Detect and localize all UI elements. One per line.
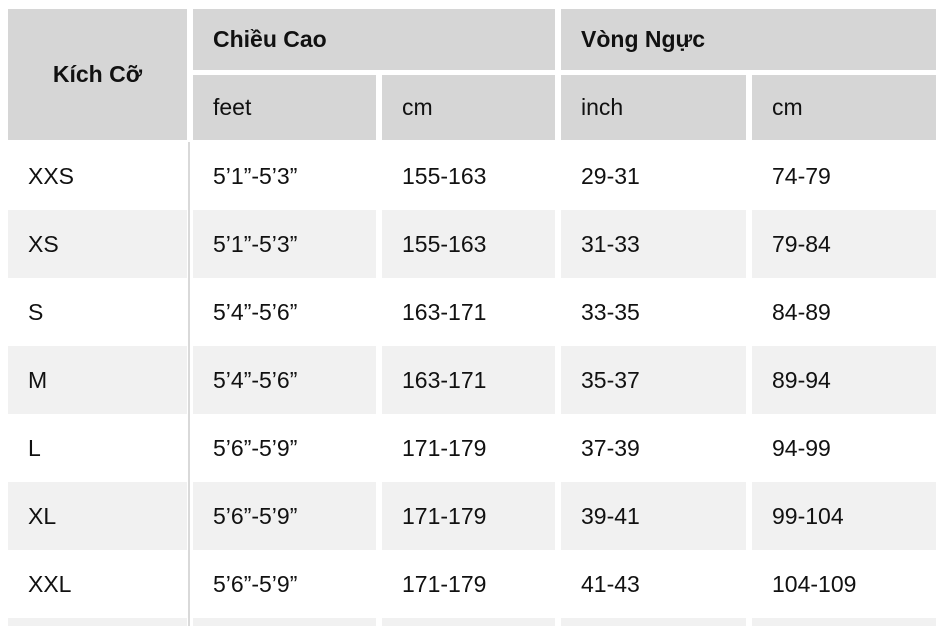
header-chest-group: Vòng Ngực bbox=[561, 9, 936, 70]
cell-size: S bbox=[8, 278, 187, 346]
table-row-xs: XS 5’1”-5’3” 155-163 31-33 79-84 bbox=[8, 210, 936, 278]
table-row-s: S 5’4”-5’6” 163-171 33-35 84-89 bbox=[8, 278, 936, 346]
cell-size: L bbox=[8, 414, 187, 482]
cell-chest-cm: 84-89 bbox=[752, 278, 936, 346]
table-row-xxs: XXS 5’1”-5’3” 155-163 29-31 74-79 bbox=[8, 142, 936, 210]
cell-height-cm: 171-179 bbox=[382, 550, 555, 618]
header-height-feet: feet bbox=[193, 75, 376, 140]
cell-chest-inch: 35-37 bbox=[561, 346, 746, 414]
cell-chest-inch: 29-31 bbox=[561, 142, 746, 210]
header-size: Kích Cỡ bbox=[8, 9, 187, 140]
cell-chest-cm: 94-99 bbox=[752, 414, 936, 482]
cell-height-feet: 5’4”-5’6” bbox=[193, 346, 376, 414]
cell-height-feet: 5’6”-5’9” bbox=[193, 550, 376, 618]
header-height-cm: cm bbox=[382, 75, 555, 140]
cell-height-cm: 163-171 bbox=[382, 346, 555, 414]
cell-height-feet: 5’6”-5’9” bbox=[193, 482, 376, 550]
cell-size: XXS bbox=[8, 142, 187, 210]
table-row-l: L 5’6”-5’9” 171-179 37-39 94-99 bbox=[8, 414, 936, 482]
header-chest-cm: cm bbox=[752, 75, 936, 140]
size-chart-table: Kích Cỡ Chiều Cao Vòng Ngực feet cm inch… bbox=[8, 9, 936, 626]
cell-chest-cm: 74-79 bbox=[752, 142, 936, 210]
cell-size: XL bbox=[8, 482, 187, 550]
cell-height-cm: 155-163 bbox=[382, 142, 555, 210]
header-chest-inch: inch bbox=[561, 75, 746, 140]
cell-chest-cm: 79-84 bbox=[752, 210, 936, 278]
table-header: Kích Cỡ Chiều Cao Vòng Ngực feet cm inch… bbox=[8, 9, 936, 140]
cell-chest-inch bbox=[561, 618, 746, 626]
cell-chest-inch: 37-39 bbox=[561, 414, 746, 482]
cell-size: XXL bbox=[8, 550, 187, 618]
cell-height-feet bbox=[193, 618, 376, 626]
cell-chest-cm: 99-104 bbox=[752, 482, 936, 550]
cell-height-cm bbox=[382, 618, 555, 626]
cell-size: M bbox=[8, 346, 187, 414]
cell-chest-inch: 31-33 bbox=[561, 210, 746, 278]
table-body: XXS 5’1”-5’3” 155-163 29-31 74-79 XS 5’1… bbox=[8, 142, 936, 626]
cell-height-feet: 5’1”-5’3” bbox=[193, 210, 376, 278]
cell-height-cm: 163-171 bbox=[382, 278, 555, 346]
cell-size: XS bbox=[8, 210, 187, 278]
cell-height-feet: 5’1”-5’3” bbox=[193, 142, 376, 210]
cell-height-feet: 5’4”-5’6” bbox=[193, 278, 376, 346]
cell-height-cm: 155-163 bbox=[382, 210, 555, 278]
cell-height-cm: 171-179 bbox=[382, 414, 555, 482]
cell-chest-cm bbox=[752, 618, 936, 626]
table-row-xxl: XXL 5’6”-5’9” 171-179 41-43 104-109 bbox=[8, 550, 936, 618]
cell-chest-inch: 33-35 bbox=[561, 278, 746, 346]
table-row-xl: XL 5’6”-5’9” 171-179 39-41 99-104 bbox=[8, 482, 936, 550]
cell-size bbox=[8, 618, 187, 626]
cell-chest-inch: 39-41 bbox=[561, 482, 746, 550]
header-height-group: Chiều Cao bbox=[193, 9, 555, 70]
cell-chest-cm: 104-109 bbox=[752, 550, 936, 618]
cell-height-feet: 5’6”-5’9” bbox=[193, 414, 376, 482]
table-row-partial bbox=[8, 618, 936, 626]
cell-chest-cm: 89-94 bbox=[752, 346, 936, 414]
cell-height-cm: 171-179 bbox=[382, 482, 555, 550]
table-row-m: M 5’4”-5’6” 163-171 35-37 89-94 bbox=[8, 346, 936, 414]
cell-chest-inch: 41-43 bbox=[561, 550, 746, 618]
